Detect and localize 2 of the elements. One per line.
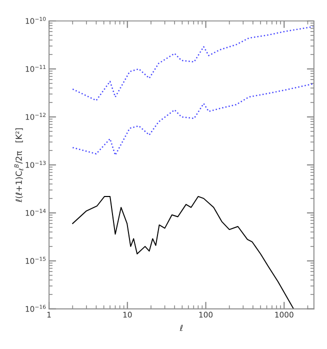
y-axis-title: ℓ(ℓ+1)C$_{ℓ}$$^{B}$/2π [K²] (14, 128, 24, 202)
x-axis-title: ℓ (180, 324, 183, 332)
